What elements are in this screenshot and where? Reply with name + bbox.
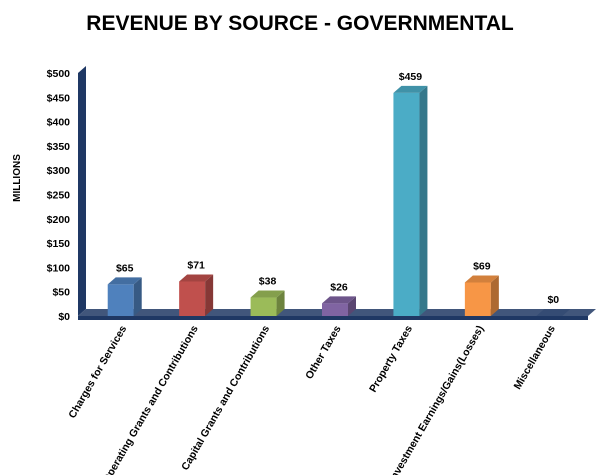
bar-side: [205, 274, 214, 316]
data-label: $26: [330, 281, 348, 293]
y-tick-label: $0: [58, 311, 70, 323]
y-tick-label: $400: [47, 117, 71, 129]
category-label: Charges for Services: [66, 323, 129, 420]
y-tick-label: $450: [47, 92, 71, 104]
bar-front: [250, 297, 277, 316]
chart-title: REVENUE BY SOURCE - GOVERNMENTAL: [86, 12, 514, 35]
data-label: $69: [473, 260, 491, 272]
y-tick-label: $200: [47, 214, 71, 226]
y-tick-label: $100: [47, 262, 71, 274]
y-tick-label: $150: [47, 238, 71, 250]
data-label: $71: [187, 259, 205, 271]
bar: [322, 296, 356, 316]
y-tick-label: $250: [47, 190, 71, 202]
data-label: $65: [116, 262, 134, 274]
category-label: Capital Grants and Contributions: [179, 323, 272, 472]
bar: [393, 85, 428, 317]
bar-top: [393, 85, 428, 93]
bar-front: [464, 282, 491, 316]
bar-side: [348, 296, 356, 316]
y-tick-label: $300: [47, 165, 71, 177]
bar-top: [322, 296, 356, 304]
y-axis-wall: [78, 66, 86, 316]
bar-top: [464, 275, 499, 283]
bar-top: [536, 309, 571, 316]
bar-front: [322, 303, 348, 316]
bar: [107, 277, 142, 316]
bar-side: [419, 85, 428, 317]
bar: [536, 309, 571, 316]
data-labels: $65 $71 $38 $26 $459 $69 $0: [116, 71, 559, 306]
data-label: $0: [547, 294, 559, 306]
bar-side: [276, 290, 285, 316]
bar-front: [393, 92, 420, 317]
bar-top: [250, 290, 285, 298]
bar: [179, 274, 214, 316]
y-tick-labels: $0 $50 $100 $150 $200 $250 $300 $350 $400 $450 $50…: [47, 68, 71, 323]
y-axis-label: MILLIONS: [12, 154, 23, 202]
bar-side: [133, 277, 142, 316]
y-tick-label: $50: [52, 287, 70, 299]
bar: [250, 290, 285, 316]
bar-front: [179, 281, 206, 316]
data-label: $38: [259, 276, 277, 288]
y-tick-label: $350: [47, 141, 71, 153]
bars: [107, 85, 571, 317]
category-label: Property Taxes: [367, 323, 415, 394]
bar-top: [107, 277, 142, 285]
bar-front: [107, 284, 134, 316]
x-axis: [78, 316, 588, 320]
data-label: $459: [399, 71, 423, 83]
category-label: Miscellaneous: [512, 323, 558, 391]
category-label: Other Taxes: [303, 323, 343, 381]
bar-top: [179, 274, 214, 282]
bar-side: [490, 275, 499, 316]
y-tick-label: $500: [47, 68, 71, 80]
bar: [464, 275, 499, 316]
